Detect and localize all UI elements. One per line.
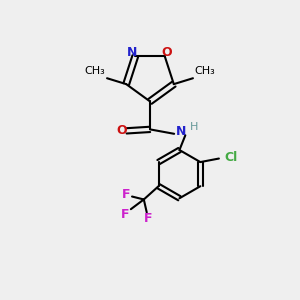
Text: F: F [121, 208, 129, 221]
Text: N: N [127, 46, 137, 59]
Text: O: O [117, 124, 127, 137]
Text: CH₃: CH₃ [194, 66, 215, 76]
Text: F: F [144, 212, 153, 225]
Text: F: F [122, 188, 131, 201]
Text: N: N [176, 125, 187, 138]
Text: Cl: Cl [224, 151, 238, 164]
Text: H: H [190, 122, 199, 132]
Text: CH₃: CH₃ [85, 66, 106, 76]
Text: O: O [161, 46, 172, 59]
